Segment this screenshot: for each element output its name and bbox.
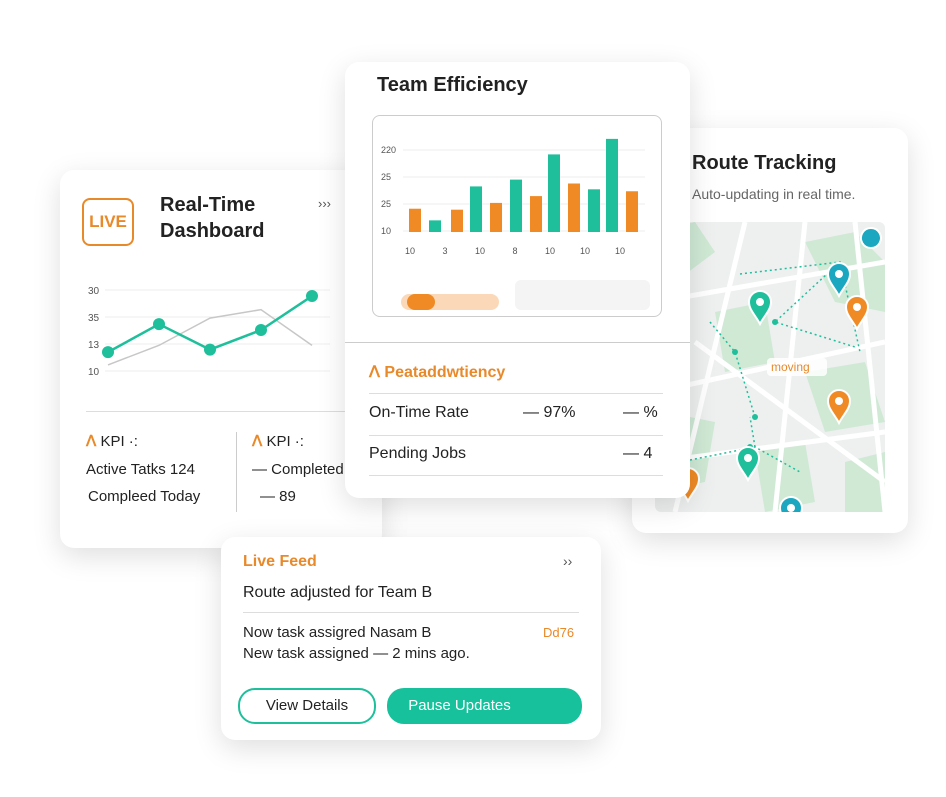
bar bbox=[626, 191, 638, 232]
section-label: ᐱ Peataddwtiency bbox=[369, 364, 506, 381]
bar bbox=[510, 179, 522, 232]
more-arrow[interactable]: ››› bbox=[318, 196, 331, 211]
title: Route Tracking bbox=[692, 152, 837, 174]
title: Team Efficiency bbox=[377, 74, 528, 96]
line-point bbox=[153, 318, 165, 331]
progress-fill bbox=[407, 294, 435, 310]
map-pin bbox=[747, 290, 773, 327]
line-point bbox=[102, 346, 114, 359]
more-arrow[interactable]: ›› bbox=[563, 553, 573, 569]
row-value: — % bbox=[623, 404, 658, 421]
placeholder bbox=[515, 280, 650, 310]
bar bbox=[490, 202, 502, 232]
feed-card: Live Feed ›› Route adjusted for Team B N… bbox=[221, 537, 601, 740]
kpi-label: ᐱ KPI ·: bbox=[86, 433, 138, 450]
x-axis-label: 10 bbox=[545, 246, 555, 256]
kpi-line: — Completed bbox=[252, 461, 344, 478]
kpi-label: ᐱ KPI ·: bbox=[252, 433, 304, 450]
kpi-line: Compleed Today bbox=[88, 488, 201, 505]
pin-dot bbox=[835, 270, 843, 278]
bar bbox=[588, 189, 600, 232]
feed-line: Now task assigred Nasam B bbox=[243, 624, 432, 641]
feed-line: New task assigned — 2 mins ago. bbox=[243, 645, 470, 662]
x-axis-label: 10 bbox=[475, 246, 485, 256]
bar bbox=[470, 186, 482, 232]
line-series bbox=[107, 308, 313, 366]
bar bbox=[429, 220, 441, 232]
pin-dot bbox=[853, 303, 861, 311]
x-axis-label: 10 bbox=[580, 246, 590, 256]
bar bbox=[548, 154, 560, 232]
dashboard-card: LIVE Real-Time Dashboard ››› 30 35 13 10 ᐱ … bbox=[60, 170, 382, 548]
view-details-button[interactable]: View Details bbox=[238, 688, 376, 724]
subtitle: Auto-updating in real time. bbox=[692, 186, 856, 202]
bar bbox=[530, 196, 542, 232]
bar bbox=[606, 138, 618, 232]
pin-dot bbox=[756, 298, 764, 306]
section-text: Peataddwtiency bbox=[384, 364, 506, 381]
y-axis-label: 10 bbox=[88, 367, 100, 378]
efficiency-card: Team Efficiency 220 25 25 10 10 3 10 8 10 10 10 ᐱ … bbox=[345, 62, 690, 498]
line-point bbox=[306, 290, 318, 303]
bar-chart: 220 25 25 10 10 3 10 8 10 10 10 bbox=[381, 138, 645, 256]
x-axis-label: 3 bbox=[442, 246, 447, 256]
title: Dashboard bbox=[160, 220, 265, 242]
row-value: — 4 bbox=[623, 445, 653, 462]
pin-dot bbox=[744, 454, 752, 462]
live-badge: LIVE bbox=[82, 198, 134, 246]
x-axis-label: 8 bbox=[512, 246, 517, 256]
pause-updates-button[interactable]: Pause Updates bbox=[387, 688, 582, 724]
line-point bbox=[255, 324, 267, 337]
map-pin bbox=[826, 389, 852, 426]
bar bbox=[568, 183, 580, 232]
map-pin bbox=[735, 446, 761, 483]
chart-frame bbox=[372, 115, 662, 317]
y-axis-label: 35 bbox=[88, 313, 100, 324]
feed-item: Route adjusted for Team B bbox=[243, 584, 433, 601]
pin-dot bbox=[835, 397, 843, 405]
kpi-line: — 89 bbox=[260, 488, 296, 505]
row-value: — 97% bbox=[523, 404, 576, 421]
row-label: Pending Jobs bbox=[369, 445, 466, 462]
row-label: On-Time Rate bbox=[369, 404, 469, 421]
y-axis-label: 30 bbox=[88, 286, 100, 297]
bar bbox=[409, 208, 421, 232]
x-axis-label: 10 bbox=[405, 246, 415, 256]
line-point bbox=[204, 343, 216, 356]
title: Real-Time bbox=[160, 194, 256, 216]
feed-code: Dd76 bbox=[543, 625, 575, 640]
kpi-line: Active Tatks 124 bbox=[86, 461, 195, 478]
kpi-text: KPI ·: bbox=[266, 433, 304, 450]
map-pin bbox=[826, 262, 852, 299]
y-axis-label: 25 bbox=[381, 199, 391, 209]
title: Live Feed bbox=[243, 553, 317, 570]
y-axis-label: 25 bbox=[381, 172, 391, 182]
x-axis-label: 10 bbox=[615, 246, 625, 256]
y-axis-label: 13 bbox=[88, 340, 100, 351]
line-chart: 30 35 13 10 bbox=[88, 286, 330, 378]
map-pin bbox=[844, 295, 870, 332]
y-axis-label: 220 bbox=[381, 145, 396, 155]
kpi-text: KPI ·: bbox=[100, 433, 138, 450]
y-axis-label: 10 bbox=[381, 226, 391, 236]
bar bbox=[451, 209, 463, 232]
map: moving bbox=[655, 222, 885, 512]
pin-dot bbox=[787, 504, 795, 512]
map-tag: moving bbox=[771, 360, 810, 374]
